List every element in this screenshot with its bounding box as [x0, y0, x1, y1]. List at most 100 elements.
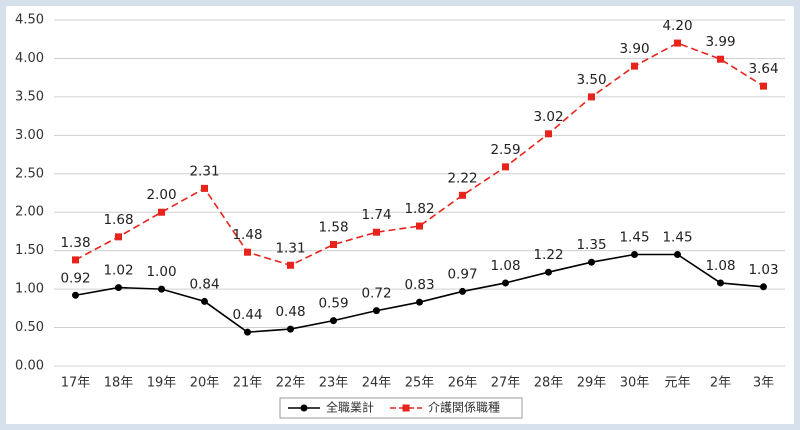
y-tick-label: 2.00	[15, 205, 44, 220]
data-label: 4.20	[662, 18, 692, 34]
x-tick-label: 30年	[620, 376, 650, 391]
marker	[502, 279, 509, 287]
data-label: 3.64	[748, 61, 778, 77]
x-tick-label: 24年	[362, 376, 392, 391]
data-label: 2.31	[189, 163, 219, 179]
y-tick-label: 3.00	[15, 128, 44, 143]
y-tick-label: 2.50	[15, 166, 44, 181]
data-label: 1.08	[490, 258, 520, 274]
marker	[631, 62, 638, 70]
marker	[115, 233, 122, 241]
data-label: 1.74	[361, 207, 391, 223]
y-tick-label: 1.00	[15, 282, 44, 297]
marker	[330, 241, 337, 249]
x-tick-label: 28年	[534, 376, 564, 391]
data-label: 1.35	[576, 237, 606, 253]
marker	[545, 130, 552, 138]
data-label: 0.83	[404, 277, 434, 293]
y-tick-label: 4.50	[15, 13, 44, 28]
marker	[72, 256, 79, 264]
panel	[6, 6, 794, 424]
data-label: 1.08	[705, 258, 735, 274]
marker	[373, 228, 380, 236]
data-label: 1.48	[232, 227, 262, 243]
y-tick-label: 3.50	[15, 89, 44, 104]
data-label: 1.38	[60, 235, 90, 251]
data-label: 0.44	[232, 307, 262, 323]
y-tick-label: 4.00	[15, 51, 44, 66]
y-tick-label: 0.00	[15, 359, 44, 374]
marker	[72, 291, 79, 299]
data-label: 3.99	[705, 34, 735, 50]
data-label: 2.22	[447, 170, 477, 186]
data-label: 1.58	[318, 220, 348, 236]
marker	[115, 284, 122, 292]
marker	[330, 317, 337, 325]
marker	[459, 287, 466, 295]
data-label: 1.45	[619, 230, 649, 246]
marker	[287, 261, 294, 269]
data-label: 1.68	[103, 212, 133, 228]
data-label: 3.90	[619, 41, 649, 57]
data-label: 1.31	[275, 240, 305, 256]
marker	[201, 184, 208, 192]
data-label: 1.03	[748, 262, 778, 278]
data-label: 0.84	[189, 276, 219, 292]
x-tick-label: 23年	[319, 376, 349, 391]
marker	[717, 55, 724, 63]
marker	[201, 297, 208, 305]
legend-marker	[300, 404, 308, 412]
data-label: 1.02	[103, 263, 133, 279]
x-tick-label: 22年	[276, 376, 306, 391]
data-label: 1.45	[662, 230, 692, 246]
x-tick-label: 元年	[664, 376, 690, 391]
marker	[545, 268, 552, 276]
legend-label: 全職業計	[326, 400, 374, 415]
data-label: 0.92	[60, 270, 90, 286]
marker	[717, 279, 724, 287]
y-tick-label: 1.50	[15, 243, 44, 258]
x-tick-label: 25年	[405, 376, 435, 391]
marker	[158, 285, 165, 293]
x-tick-label: 21年	[233, 376, 263, 391]
marker	[760, 283, 767, 291]
marker	[588, 93, 595, 101]
x-tick-label: 3年	[753, 376, 774, 391]
data-label: 3.50	[576, 72, 606, 88]
data-label: 1.00	[146, 264, 176, 280]
x-tick-label: 2年	[710, 376, 731, 391]
data-label: 2.59	[490, 142, 520, 158]
legend-marker	[402, 404, 410, 412]
marker	[373, 307, 380, 315]
marker	[416, 298, 423, 306]
marker	[674, 39, 681, 47]
data-label: 0.59	[318, 296, 348, 312]
x-tick-label: 20年	[190, 376, 220, 391]
data-label: 0.48	[275, 304, 305, 320]
marker	[631, 251, 638, 259]
marker	[502, 163, 509, 171]
data-label: 1.82	[404, 201, 434, 217]
legend-label: 介護関係職種	[428, 400, 500, 415]
marker	[244, 248, 251, 256]
data-label: 3.02	[533, 109, 563, 125]
marker	[459, 191, 466, 199]
x-tick-label: 27年	[491, 376, 521, 391]
x-tick-label: 26年	[448, 376, 478, 391]
marker	[416, 222, 423, 230]
x-tick-label: 17年	[61, 376, 91, 391]
data-label: 2.00	[146, 187, 176, 203]
x-tick-label: 29年	[577, 376, 607, 391]
marker	[287, 325, 294, 333]
marker	[760, 82, 767, 90]
marker	[244, 328, 251, 336]
marker	[158, 208, 165, 216]
marker	[588, 258, 595, 266]
x-tick-label: 19年	[147, 376, 177, 391]
marker	[674, 251, 681, 259]
data-label: 1.22	[533, 247, 563, 263]
data-label: 0.97	[447, 266, 477, 282]
x-tick-label: 18年	[104, 376, 134, 391]
y-tick-label: 0.50	[15, 320, 44, 335]
